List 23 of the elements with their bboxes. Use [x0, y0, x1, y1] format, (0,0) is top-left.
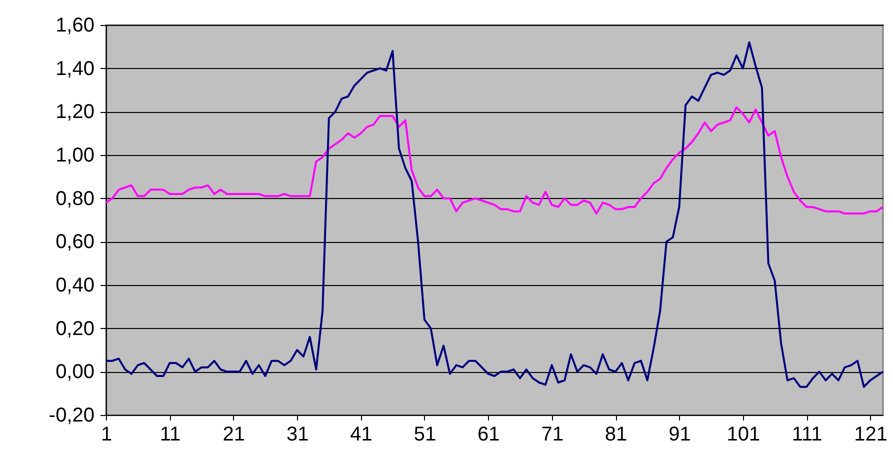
x-tick-label: 111 [792, 424, 822, 446]
y-tick-label: 0,60 [56, 231, 94, 254]
x-tick-label: 11 [160, 424, 181, 446]
x-tick-label: 51 [414, 424, 436, 446]
x-tick-label: 1 [100, 424, 112, 446]
x-tick-label: 81 [604, 424, 628, 446]
y-tick-label: 1,00 [56, 144, 94, 166]
y-tick-label: 1,60 [56, 14, 94, 36]
y-tick-label: 1,40 [56, 58, 94, 80]
y-tick-label: 0,40 [56, 274, 94, 296]
x-tick-label: 121 [854, 424, 888, 446]
y-tick-label: -0,20 [48, 404, 94, 426]
y-tick-label: 1,20 [56, 101, 94, 124]
y-tick-label: 0,20 [56, 318, 94, 340]
x-tick-label: 31 [286, 424, 309, 446]
x-tick-label: 101 [726, 424, 760, 446]
y-tick-label: 0,00 [56, 361, 94, 384]
x-tick-label: 41 [350, 424, 372, 446]
x-tick-label: 71 [541, 424, 564, 446]
x-tick-label: 91 [668, 424, 691, 446]
y-tick-label: 0,80 [56, 188, 94, 210]
x-tick-label: 21 [222, 424, 245, 446]
x-tick-label: 61 [478, 424, 500, 446]
